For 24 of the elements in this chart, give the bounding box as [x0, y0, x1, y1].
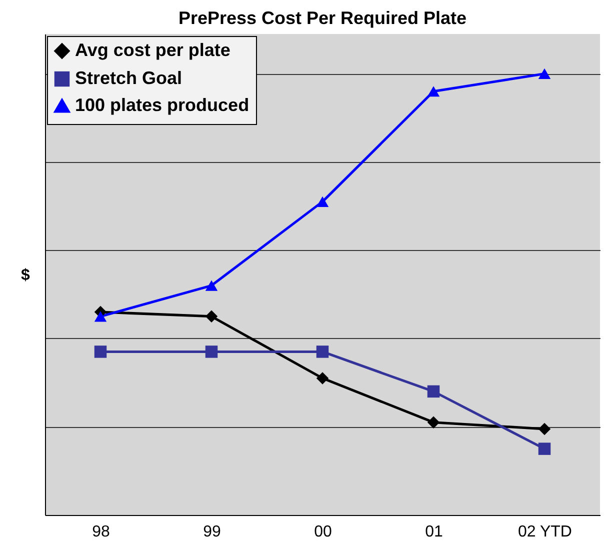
point	[94, 311, 107, 322]
x-tick-label: 01	[425, 524, 443, 540]
point	[427, 86, 440, 97]
point	[316, 346, 329, 358]
legend-label: Stretch Goal	[75, 68, 182, 88]
chart-title: PrePress Cost Per Required Plate	[178, 8, 467, 28]
point	[316, 196, 329, 207]
x-tick-label: 98	[92, 524, 110, 540]
x-tick-label: 02 YTD	[518, 524, 572, 540]
point	[94, 346, 107, 358]
point	[205, 310, 218, 323]
point	[538, 422, 551, 436]
point	[427, 416, 440, 428]
legend-label: Avg cost per plate	[75, 40, 230, 60]
point	[316, 372, 329, 384]
point	[205, 280, 218, 291]
point	[538, 68, 551, 80]
x-tick-label: 99	[203, 524, 221, 540]
point	[205, 346, 218, 358]
x-tick-label: 00	[314, 524, 332, 540]
legend-label: 100 plates produced	[75, 95, 250, 115]
point	[427, 385, 440, 398]
y-axis-title: $	[21, 267, 30, 284]
point	[538, 442, 551, 455]
